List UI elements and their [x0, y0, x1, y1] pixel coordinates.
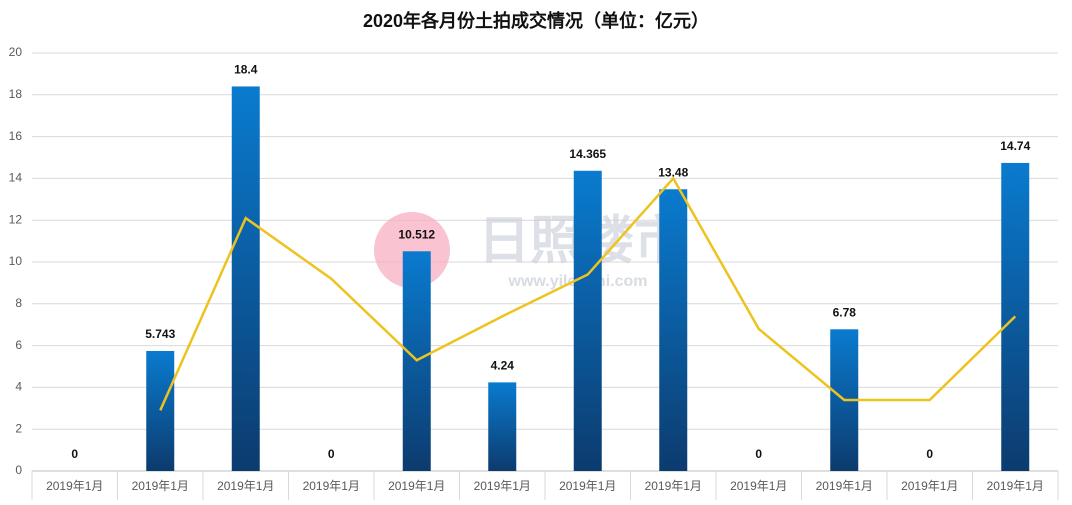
x-tick-label: 2019年1月	[559, 479, 616, 493]
bar	[231, 86, 260, 471]
watermark-logo	[374, 212, 450, 288]
data-label: 10.512	[398, 227, 435, 241]
data-label: 14.74	[1000, 139, 1030, 153]
data-label: 18.4	[234, 63, 258, 77]
data-label: 0	[71, 447, 78, 461]
line	[159, 176, 1017, 411]
x-tick-label: 2019年1月	[217, 479, 274, 493]
y-tick-label: 4	[15, 380, 22, 394]
data-label: 13.48	[658, 165, 688, 179]
data-label: 0	[926, 447, 933, 461]
bar	[146, 350, 175, 471]
x-tick-label: 2019年1月	[132, 479, 189, 493]
x-tick-label: 2019年1月	[46, 479, 103, 493]
chart-title: 2020年各月份土拍成交情况（单位：亿元）	[363, 10, 709, 31]
data-label: 5.743	[145, 327, 175, 341]
y-tick-label: 14	[9, 171, 23, 185]
x-tick-label: 2019年1月	[901, 479, 958, 493]
bar	[573, 170, 602, 472]
x-tick-label: 2019年1月	[645, 479, 702, 493]
y-tick-label: 18	[9, 87, 23, 101]
data-label: 4.24	[491, 359, 515, 373]
y-tick-label: 8	[15, 296, 22, 310]
x-tick-label: 2019年1月	[388, 479, 445, 493]
data-label: 14.365	[569, 147, 606, 161]
data-label: 0	[755, 447, 762, 461]
x-tick-label: 2019年1月	[474, 479, 531, 493]
data-label: 6.78	[833, 305, 857, 319]
bar	[659, 189, 688, 471]
y-tick-label: 16	[9, 129, 23, 143]
y-tick-label: 12	[9, 212, 23, 226]
y-tick-label: 0	[15, 463, 22, 477]
x-tick-label: 2019年1月	[730, 479, 787, 493]
x-tick-label: 2019年1月	[303, 479, 360, 493]
y-tick-label: 6	[15, 338, 22, 352]
y-tick-label: 20	[9, 45, 23, 59]
bar	[488, 382, 517, 471]
y-tick-label: 2	[15, 421, 22, 435]
data-label: 0	[328, 447, 335, 461]
x-tick-label: 2019年1月	[816, 479, 873, 493]
y-tick-label: 10	[9, 254, 23, 268]
x-tick-label: 2019年1月	[987, 479, 1044, 493]
